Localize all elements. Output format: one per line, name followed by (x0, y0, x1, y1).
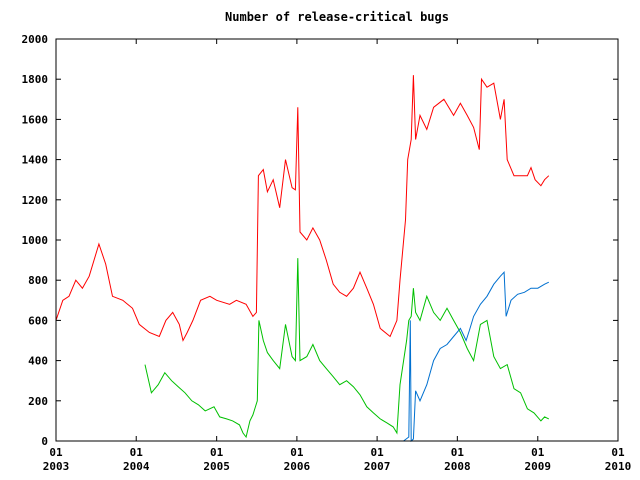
x-tick-label-month: 01 (210, 446, 224, 459)
x-tick-label-year: 2007 (364, 460, 391, 473)
x-tick-label-month: 01 (370, 446, 384, 459)
x-tick-label-month: 01 (531, 446, 545, 459)
x-tick-label-month: 01 (130, 446, 144, 459)
series-line-2 (144, 258, 550, 439)
y-tick-label: 1200 (22, 194, 49, 207)
x-tick-label-month: 01 (611, 446, 625, 459)
y-tick-label: 400 (28, 355, 48, 368)
y-axis: 0 200 400 600 800 1000 1200 1400 1600 1800 2000 (22, 33, 618, 448)
x-tick-label-year: 2003 (43, 460, 70, 473)
y-tick-label: 1800 (22, 73, 49, 86)
y-tick-label: 2000 (22, 33, 49, 46)
x-tick-label-year: 2010 (605, 460, 632, 473)
x-tick-label-year: 2006 (284, 460, 311, 473)
y-tick-label: 200 (28, 395, 48, 408)
series-layer (55, 75, 550, 443)
plot-frame (55, 38, 619, 442)
x-tick-label-year: 2004 (123, 460, 150, 473)
y-tick-label: 1400 (22, 154, 49, 167)
x-tick-label-month: 01 (49, 446, 63, 459)
x-axis: 0120030120040120050120060120070120080120… (43, 39, 632, 473)
x-tick-label-month: 01 (451, 446, 465, 459)
y-tick-label: 0 (41, 435, 48, 448)
series-line-1 (55, 75, 550, 342)
chart-title: Number of release-critical bugs (225, 10, 449, 24)
x-tick-label-month: 01 (290, 446, 304, 459)
x-tick-label-year: 2008 (444, 460, 471, 473)
x-tick-label-year: 2005 (203, 460, 230, 473)
y-tick-label: 800 (28, 274, 48, 287)
y-tick-label: 1000 (22, 234, 49, 247)
x-tick-label-year: 2009 (525, 460, 552, 473)
y-tick-label: 1600 (22, 113, 49, 126)
series-line-3 (403, 270, 550, 443)
y-tick-label: 600 (28, 314, 48, 327)
